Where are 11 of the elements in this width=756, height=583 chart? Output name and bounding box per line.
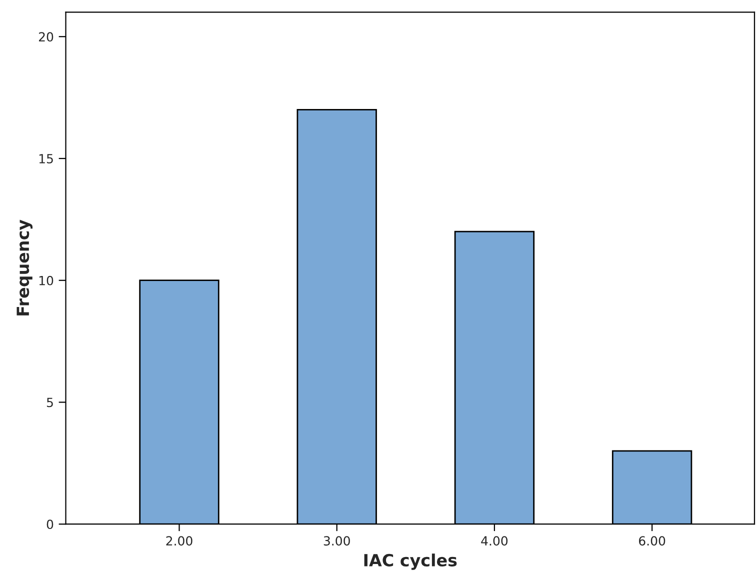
y-tick-label: 20	[38, 32, 54, 42]
x-tick-label: 6.00	[639, 536, 666, 546]
x-tick-label: 4.00	[481, 536, 508, 546]
x-tick-label: 3.00	[324, 536, 350, 546]
y-tick-label: 10	[39, 276, 54, 286]
x-axis-title: IAC cycles	[364, 554, 457, 570]
x-tick-label: 2.00	[166, 536, 192, 546]
y-tick-label: 0	[46, 520, 54, 530]
y-tick-label: 5	[46, 398, 53, 408]
y-axis-title: Frequency	[16, 220, 33, 316]
y-tick-label: 15	[39, 154, 53, 164]
